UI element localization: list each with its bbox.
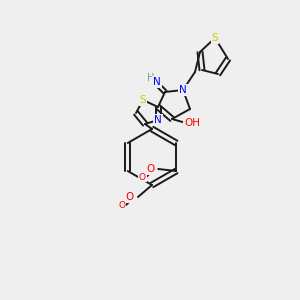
Text: O: O: [118, 200, 125, 209]
Text: OH: OH: [184, 118, 200, 128]
Text: N: N: [153, 77, 161, 87]
Text: S: S: [140, 95, 146, 105]
Text: H: H: [147, 73, 155, 83]
Text: O: O: [126, 192, 134, 202]
Text: N: N: [154, 115, 162, 125]
Text: O: O: [139, 172, 146, 182]
Text: S: S: [212, 33, 218, 43]
Text: O: O: [146, 164, 154, 174]
Text: N: N: [179, 85, 187, 95]
